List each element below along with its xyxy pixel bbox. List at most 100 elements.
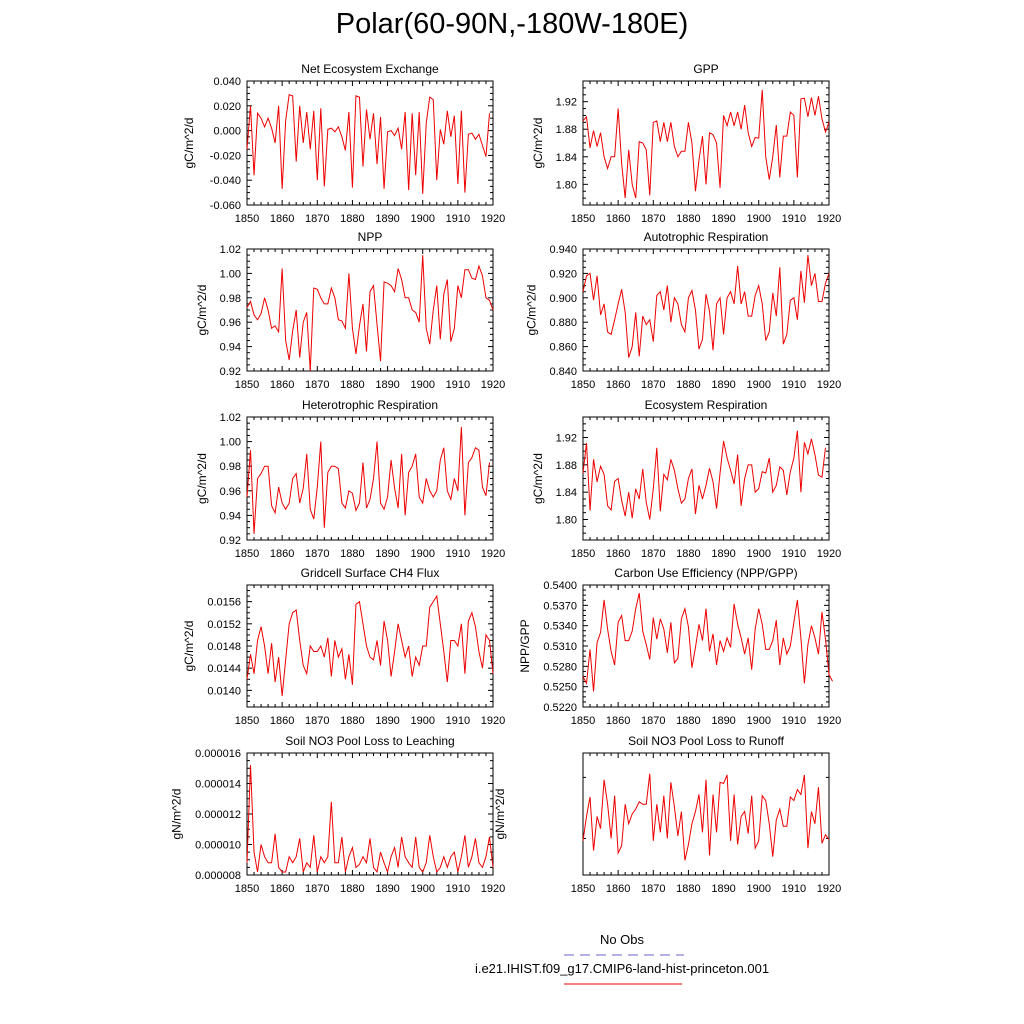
y-tick-label: 0.5250 bbox=[543, 682, 577, 694]
x-tick-label: 1910 bbox=[446, 548, 470, 560]
x-tick-label: 1900 bbox=[746, 379, 770, 391]
y-tick-label: 0.000 bbox=[213, 126, 241, 138]
chart-panel-1: 1850 1860 1870 1880 1890 1900 1910 1920 -0.060 -0… bbox=[182, 62, 505, 225]
chart-title: Carbon Use Efficiency (NPP/GPP) bbox=[614, 566, 797, 580]
plot-frame bbox=[582, 416, 830, 541]
series-line bbox=[246, 765, 494, 874]
series-line bbox=[246, 426, 490, 534]
x-tick-label: 1870 bbox=[305, 213, 329, 225]
y-tick-label: 0.98 bbox=[220, 461, 241, 473]
x-tick-label: 1880 bbox=[676, 883, 700, 895]
x-tick-label: 1870 bbox=[641, 213, 665, 225]
plot-frame bbox=[582, 584, 830, 708]
x-tick-label: 1920 bbox=[481, 213, 505, 225]
x-tick-label: 1850 bbox=[571, 213, 595, 225]
x-tick-label: 1910 bbox=[782, 715, 806, 727]
y-tick-label: -0.060 bbox=[210, 200, 241, 212]
y-axis-label: gN/m^2/d bbox=[493, 789, 507, 840]
y-tick-label: 1.84 bbox=[556, 152, 577, 164]
y-tick-label: 0.880 bbox=[549, 317, 577, 329]
x-tick-label: 1860 bbox=[606, 715, 630, 727]
y-axis-label: gC/m^2/d bbox=[525, 285, 539, 336]
chart-title: Gridcell Surface CH4 Flux bbox=[301, 566, 440, 580]
y-tick-label: 0.5370 bbox=[543, 600, 577, 612]
plot-frame bbox=[582, 248, 830, 372]
y-axis-label: gC/m^2/d bbox=[531, 453, 545, 504]
x-tick-label: 1920 bbox=[817, 715, 841, 727]
plot-frame bbox=[246, 584, 494, 708]
y-tick-label: 0.92 bbox=[220, 366, 241, 378]
x-tick-label: 1860 bbox=[270, 213, 294, 225]
y-tick-label: 0.94 bbox=[220, 342, 241, 354]
y-tick-label: -0.040 bbox=[210, 175, 241, 187]
x-tick-label: 1910 bbox=[446, 883, 470, 895]
chart-panel-3: 1850 1860 1870 1880 1890 1900 1910 1920 0.92 0.94… bbox=[195, 230, 505, 391]
y-tick-label: 0.000010 bbox=[195, 840, 241, 852]
chart-panel-7: 1850 1860 1870 1880 1890 1900 1910 1920 0.0140 0.… bbox=[182, 566, 505, 727]
x-tick-label: 1910 bbox=[782, 883, 806, 895]
x-tick-label: 1880 bbox=[676, 548, 700, 560]
x-tick-label: 1890 bbox=[711, 715, 735, 727]
x-tick-label: 1910 bbox=[782, 548, 806, 560]
y-tick-label: 0.040 bbox=[213, 76, 241, 88]
y-tick-label: 0.92 bbox=[220, 535, 241, 547]
x-tick-label: 1900 bbox=[410, 715, 434, 727]
x-tick-label: 1880 bbox=[340, 213, 364, 225]
x-tick-label: 1850 bbox=[235, 548, 259, 560]
x-tick-label: 1880 bbox=[340, 715, 364, 727]
chart-panel-8: 1850 1860 1870 1880 1890 1900 1910 1920 0.5220 0.… bbox=[518, 566, 841, 727]
y-tick-label: 0.94 bbox=[220, 510, 241, 522]
y-tick-label: 1.84 bbox=[556, 487, 577, 499]
chart-title: Soil NO3 Pool Loss to Leaching bbox=[285, 734, 454, 748]
y-tick-label: 0.000008 bbox=[195, 870, 241, 882]
x-tick-label: 1860 bbox=[270, 715, 294, 727]
x-tick-label: 1920 bbox=[817, 548, 841, 560]
y-tick-label: 0.000014 bbox=[195, 779, 241, 791]
series-line bbox=[246, 594, 494, 696]
chart-title: Net Ecosystem Exchange bbox=[301, 62, 439, 76]
x-tick-label: 1870 bbox=[641, 379, 665, 391]
x-tick-label: 1920 bbox=[481, 379, 505, 391]
y-tick-label: 1.80 bbox=[556, 515, 577, 527]
x-tick-label: 1870 bbox=[641, 715, 665, 727]
series-line bbox=[246, 93, 490, 194]
y-tick-label: 0.0140 bbox=[207, 685, 241, 697]
x-tick-label: 1910 bbox=[446, 379, 470, 391]
y-tick-label: 1.00 bbox=[220, 268, 241, 280]
y-axis-label: gN/m^2/d bbox=[170, 789, 184, 840]
legend-obs-label: No Obs bbox=[599, 932, 645, 947]
x-tick-label: 1920 bbox=[817, 883, 841, 895]
series-line bbox=[582, 773, 830, 861]
x-tick-label: 1880 bbox=[676, 715, 700, 727]
x-tick-label: 1910 bbox=[446, 213, 470, 225]
series-line bbox=[582, 593, 833, 692]
y-tick-label: 1.88 bbox=[556, 460, 577, 472]
x-tick-label: 1890 bbox=[375, 715, 399, 727]
y-tick-label: 0.020 bbox=[213, 101, 241, 113]
x-tick-label: 1890 bbox=[711, 883, 735, 895]
y-tick-label: 1.92 bbox=[556, 97, 577, 109]
x-tick-label: 1880 bbox=[340, 379, 364, 391]
y-tick-label: 0.0148 bbox=[207, 641, 241, 653]
y-tick-label: -0.020 bbox=[210, 150, 241, 162]
y-tick-label: 1.02 bbox=[220, 244, 241, 256]
chart-panel-10: 185018601870188018901900191019200.000001… bbox=[493, 734, 841, 895]
chart-panel-5: 1850 1860 1870 1880 1890 1900 1910 1920 0.92 0.94… bbox=[195, 398, 505, 560]
x-tick-label: 1900 bbox=[410, 213, 434, 225]
y-tick-label: 0.98 bbox=[220, 293, 241, 305]
x-tick-label: 1900 bbox=[746, 883, 770, 895]
y-tick-label: 0.000012 bbox=[195, 809, 241, 821]
y-axis-label: gC/m^2/d bbox=[182, 621, 196, 672]
y-axis-label: gC/m^2/d bbox=[195, 453, 209, 504]
x-tick-label: 1910 bbox=[782, 213, 806, 225]
x-tick-label: 1890 bbox=[711, 548, 735, 560]
y-axis-label: NPP/GPP bbox=[518, 619, 532, 672]
x-tick-label: 1900 bbox=[746, 548, 770, 560]
plot-frame bbox=[582, 752, 830, 876]
series-line bbox=[582, 89, 830, 199]
x-tick-label: 1850 bbox=[571, 548, 595, 560]
x-tick-label: 1880 bbox=[676, 379, 700, 391]
y-tick-label: 0.5340 bbox=[543, 621, 577, 633]
y-tick-label: 0.5400 bbox=[543, 580, 577, 592]
